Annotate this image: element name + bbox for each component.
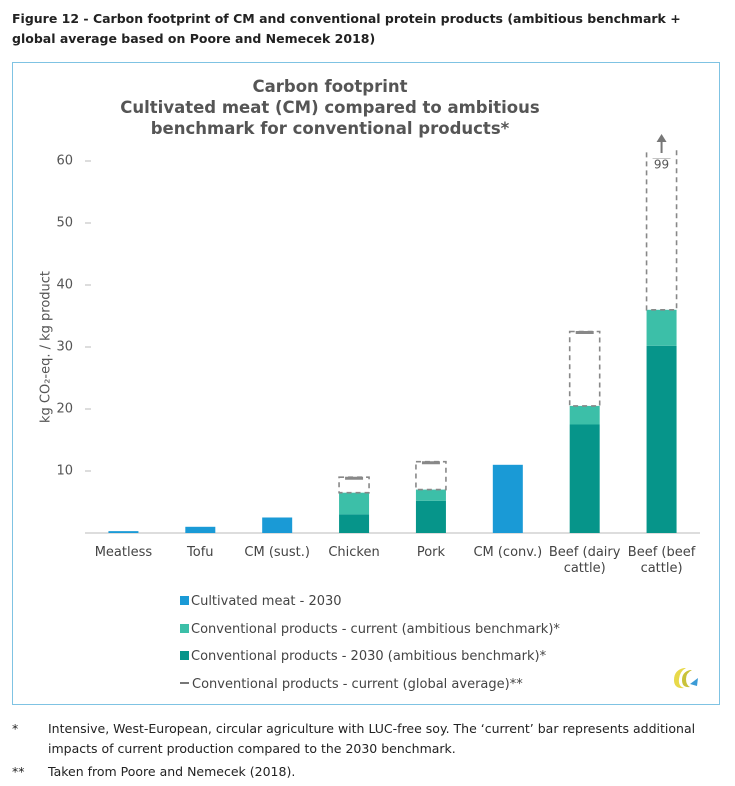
legend-swatch <box>180 651 189 660</box>
legend-swatch <box>180 596 189 605</box>
bar-segment <box>415 489 446 501</box>
bar-segment <box>339 514 370 533</box>
y-tick-label: 50 <box>56 216 73 231</box>
footnote-mark: ** <box>12 764 25 779</box>
chart-subtitle: Cultivated meat (CM) compared to ambitio… <box>120 98 540 138</box>
bar <box>185 526 216 533</box>
chart-title-block: Carbon footprint Cultivated meat (CM) co… <box>100 76 560 139</box>
footnote-mark: * <box>12 721 19 736</box>
y-tick-label: 60 <box>56 154 73 169</box>
global-average-outline <box>415 460 447 491</box>
y-tick-label: 20 <box>56 402 73 417</box>
x-tick-label: CM (sust.) <box>244 545 310 560</box>
legend-entry: Conventional products - 2030 (ambitious … <box>180 649 546 664</box>
value-label-bg <box>649 159 674 173</box>
y-tick-label: 40 <box>56 278 73 293</box>
figure-caption: Figure 12 - Carbon footprint of CM and c… <box>12 11 681 46</box>
x-tick-label: Meatless <box>94 545 153 560</box>
bar-segment <box>339 492 370 515</box>
global-average-outline <box>338 476 370 494</box>
legend-entry: Conventional products - current (ambitio… <box>180 622 560 637</box>
bar-segment <box>569 405 600 425</box>
value-label: 99 <box>654 158 669 172</box>
y-tick-label: 30 <box>56 340 73 355</box>
legend-entry: Cultivated meat - 2030 <box>180 594 342 609</box>
x-tick-label: Tofu <box>187 545 214 560</box>
legend-swatch <box>180 681 189 684</box>
bar-segment <box>415 500 446 533</box>
footnote-text: Intensive, West-European, circular agric… <box>48 721 696 756</box>
global-average-outline <box>645 150 678 311</box>
overflow-arrow-head <box>656 134 667 142</box>
bar-segment <box>646 309 677 346</box>
legend-label: Conventional products - 2030 (ambitious … <box>191 649 547 664</box>
legend-label: Conventional products - current (ambitio… <box>191 621 560 637</box>
bar <box>492 464 523 533</box>
x-tick-label: Beef (dairy cattle) <box>548 545 621 576</box>
bar-segment <box>646 345 677 533</box>
x-tick-label: Chicken <box>328 545 380 560</box>
legend-label: Cultivated meat - 2030 <box>191 594 342 609</box>
bar <box>108 531 139 533</box>
logo <box>674 668 698 689</box>
y-axis-label: kg CO₂-eq. / kg product <box>39 271 54 423</box>
legend-label: Conventional products - current (global … <box>192 676 523 692</box>
figure-frame <box>12 62 720 705</box>
legend-entry: Conventional products - current (global … <box>180 677 523 692</box>
chart-title: Carbon footprint <box>252 77 408 96</box>
bar-segment <box>569 424 600 533</box>
global-average-outline <box>568 330 601 407</box>
bar <box>262 517 293 533</box>
x-tick-label: Beef (beef cattle) <box>627 545 696 576</box>
bars <box>108 150 678 533</box>
footnote-text: Taken from Poore and Nemecek (2018). <box>48 764 296 779</box>
y-tick-label: 10 <box>56 464 73 479</box>
legend-swatch <box>180 623 189 633</box>
x-tick-label: CM (conv.) <box>473 545 543 560</box>
x-tick-label: Pork <box>416 545 446 560</box>
